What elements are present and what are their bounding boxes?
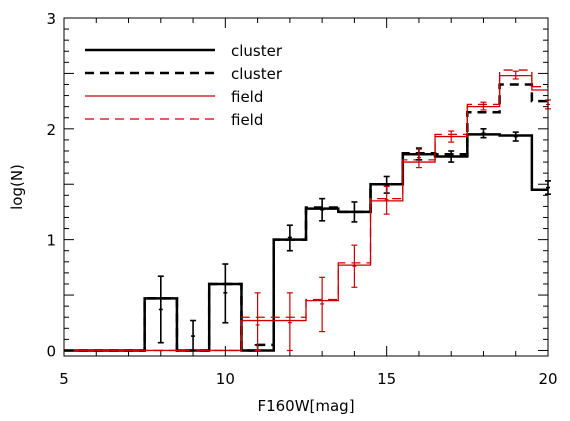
legend-entry: field [85,88,263,106]
y-tick-label: 1 [46,232,56,250]
legend-entry: cluster [85,65,283,83]
plot-frame [63,17,549,357]
error-bar [512,131,519,142]
error-bar [480,128,487,139]
error-bar [512,70,519,80]
error-bar [480,101,487,111]
series-layer [64,69,548,352]
series-line-3 [64,74,548,352]
legend-label: cluster [231,42,283,60]
tick-layer: 5 10 15 20 0 1 2 3 [46,10,557,388]
error-bar [319,197,326,222]
y-tick-label: 0 [46,342,56,360]
y-tick-label: 2 [46,121,56,139]
legend-entry: field [85,111,263,129]
error-bar [415,147,422,169]
y-tick-label: 3 [46,10,56,28]
legend-entry: cluster [85,42,283,60]
error-bar [286,224,293,252]
x-tick-label: 20 [538,370,557,388]
x-axis-title: F160W[mag] [257,397,354,415]
legend-label: field [231,88,263,106]
error-bar [448,130,455,143]
error-bar [319,276,326,333]
error-bar [383,185,390,215]
error-bar [351,201,358,223]
legend-label: field [231,111,263,129]
y-axis-title: log(N) [8,164,26,210]
error-bar [190,319,197,352]
legend: cluster cluster field field [85,42,283,129]
error-bar [351,244,358,288]
x-tick-label: 5 [59,370,69,388]
errorbar-layer [157,70,551,352]
x-tick-label: 10 [216,370,235,388]
error-bar [448,150,455,163]
error-bar [222,263,229,324]
error-bar [254,292,261,352]
error-bar [157,275,164,344]
error-bar [286,292,293,352]
legend-label: cluster [231,65,283,83]
x-tick-label: 15 [377,370,396,388]
